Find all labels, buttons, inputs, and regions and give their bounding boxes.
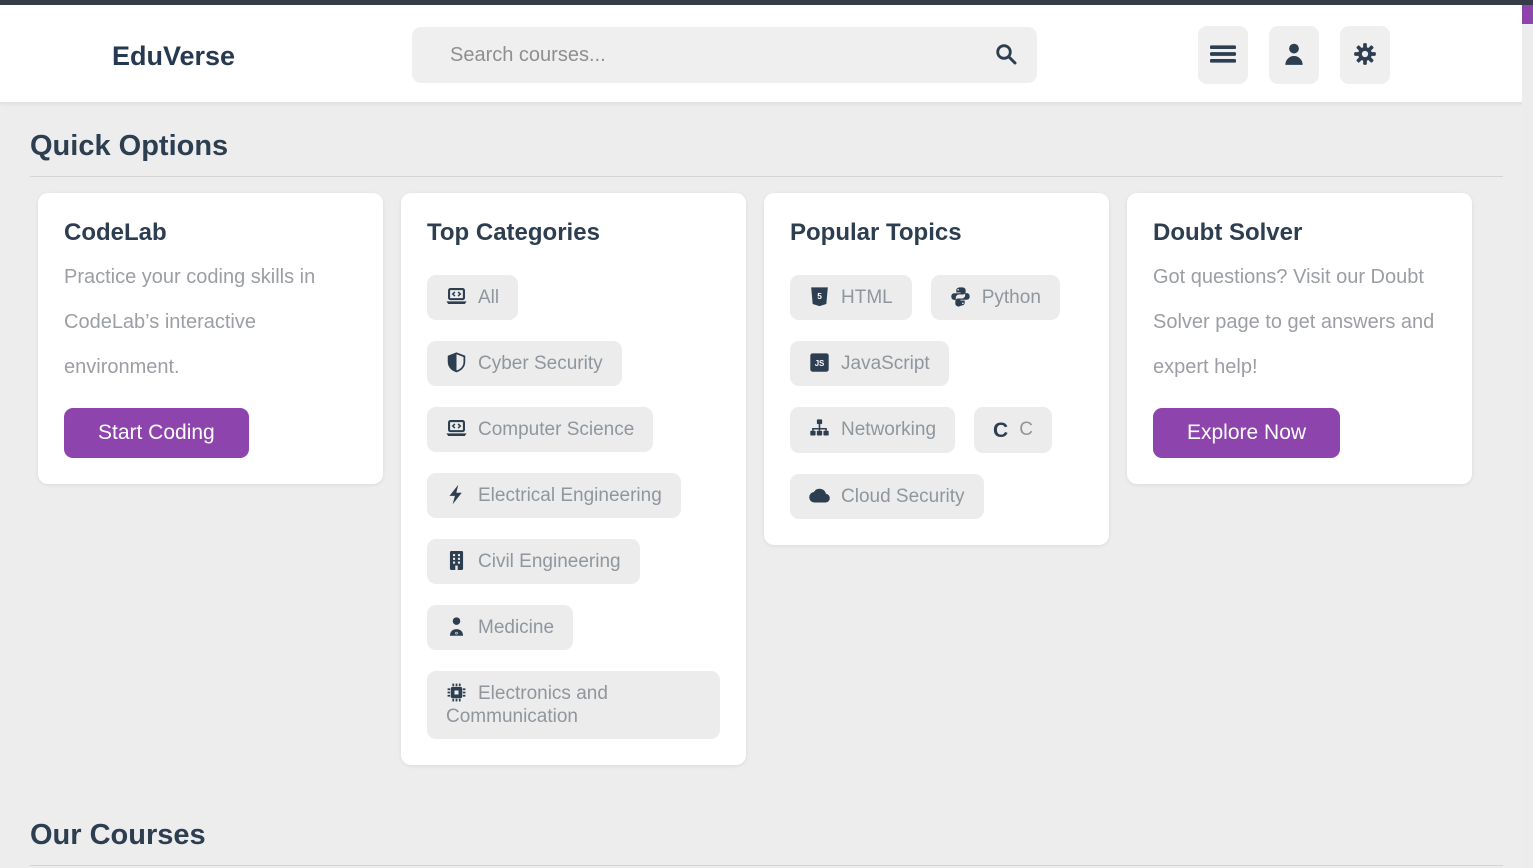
letter-c-icon: C: [993, 419, 1009, 442]
svg-text:JS: JS: [815, 359, 825, 368]
start-coding-button[interactable]: Start Coding: [64, 408, 249, 458]
chip-label: Computer Science: [478, 419, 635, 440]
search-bar: [412, 27, 1037, 83]
category-chip-electronics-communication[interactable]: Electronics and Communication: [427, 671, 720, 739]
chip-label: JavaScript: [841, 353, 930, 374]
chip-label: Cyber Security: [478, 353, 603, 374]
popular-topics-title: Popular Topics: [790, 219, 962, 246]
header-buttons: [1198, 26, 1390, 84]
chip-label: Cloud Security: [841, 486, 965, 507]
topic-chip-list: 5 HTML Python JS JavaScript Netw: [790, 275, 1083, 519]
scrollbar-track[interactable]: [1522, 5, 1533, 868]
shield-icon: [446, 352, 467, 373]
search-button[interactable]: [975, 27, 1037, 83]
category-chip-medicine[interactable]: Medicine: [427, 605, 574, 650]
profile-button[interactable]: [1269, 26, 1319, 84]
explore-now-button[interactable]: Explore Now: [1153, 408, 1341, 458]
user-doctor-icon: [446, 616, 467, 637]
codelab-description: Practice your coding skills in CodeLab’s…: [64, 266, 316, 378]
html5-icon: 5: [809, 286, 830, 307]
category-chip-cyber-security[interactable]: Cyber Security: [427, 341, 622, 386]
chip-label: Python: [981, 287, 1041, 308]
top-categories-card: Top Categories All Cyber Security Comput…: [401, 193, 746, 765]
topic-chip-networking[interactable]: Networking: [790, 407, 956, 453]
cloud-icon: [809, 485, 830, 506]
codelab-title: CodeLab: [64, 219, 167, 246]
category-chip-list: All Cyber Security Computer Science Elec…: [427, 275, 720, 739]
svg-text:5: 5: [817, 291, 822, 301]
section-divider: [30, 176, 1503, 177]
doubt-solver-card: Doubt Solver Got questions? Visit our Do…: [1127, 193, 1472, 484]
js-square-icon: JS: [809, 352, 830, 373]
chip-label: Networking: [841, 419, 937, 440]
section-divider: [30, 865, 1503, 866]
topic-chip-python[interactable]: Python: [930, 275, 1060, 320]
chip-label: HTML: [841, 287, 893, 308]
search-icon: [994, 42, 1018, 69]
sitemap-icon: [809, 418, 830, 439]
quick-options-title: Quick Options: [30, 130, 229, 162]
header: EduVerse: [0, 5, 1533, 103]
category-chip-computer-science[interactable]: Computer Science: [427, 407, 654, 452]
doubt-solver-description: Got questions? Visit our Doubt Solver pa…: [1153, 266, 1435, 378]
top-categories-title: Top Categories: [427, 219, 600, 246]
chip-label: Electrical Engineering: [478, 485, 662, 506]
doubt-solver-title: Doubt Solver: [1153, 219, 1303, 246]
chip-label: Civil Engineering: [478, 551, 621, 572]
topic-chip-cloud-security[interactable]: Cloud Security: [790, 474, 984, 519]
app-logo: EduVerse: [112, 41, 236, 71]
top-strip: [0, 0, 1533, 5]
chip-label: Medicine: [478, 617, 555, 638]
laptop-code-icon: [446, 418, 467, 439]
chip-label: All: [478, 287, 500, 308]
person-icon: [1281, 41, 1307, 70]
codelab-card: CodeLab Practice your coding skills in C…: [38, 193, 383, 484]
gear-icon: [1352, 41, 1378, 70]
chip-label: C: [1019, 419, 1033, 440]
menu-button[interactable]: [1198, 26, 1248, 84]
category-chip-all[interactable]: All: [427, 275, 519, 320]
category-chip-civil-engineering[interactable]: Civil Engineering: [427, 539, 640, 584]
quick-options-row: CodeLab Practice your coding skills in C…: [38, 193, 1503, 765]
topic-chip-javascript[interactable]: JS JavaScript: [790, 341, 949, 386]
hamburger-icon: [1210, 41, 1236, 70]
bolt-icon: [446, 484, 467, 505]
laptop-code-icon: [446, 286, 467, 307]
scrollbar-thumb[interactable]: [1522, 5, 1533, 24]
chip-label: Electronics and Communication: [446, 683, 608, 727]
category-chip-electrical-engineering[interactable]: Electrical Engineering: [427, 473, 681, 518]
settings-button[interactable]: [1340, 26, 1390, 84]
microchip-icon: [446, 682, 467, 703]
python-icon: [950, 286, 971, 307]
popular-topics-card: Popular Topics 5 HTML Python JS JavaScri…: [764, 193, 1109, 545]
our-courses-title: Our Courses: [30, 819, 206, 851]
building-icon: [446, 550, 467, 571]
topic-chip-html[interactable]: 5 HTML: [790, 275, 912, 320]
search-input[interactable]: [412, 27, 975, 83]
